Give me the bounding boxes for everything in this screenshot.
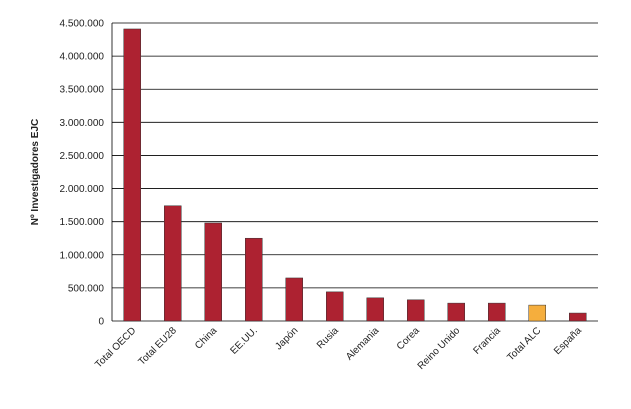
bar (285, 277, 303, 322)
x-tick-label: China (193, 325, 220, 352)
y-tick-label: 3.500.000 (60, 85, 105, 96)
y-tick-label: 0 (98, 317, 104, 328)
bar (164, 205, 182, 322)
y-axis-label: Nº Investigadores EJC (30, 119, 41, 225)
y-tick-label: 1.000.000 (60, 250, 105, 261)
x-tick-label: Total OECD (93, 325, 138, 370)
x-tick-label: Total EU28 (137, 325, 180, 368)
y-tick-label: 2.000.000 (60, 184, 105, 195)
bar (204, 222, 222, 322)
x-tick-label: Alemania (344, 325, 382, 363)
x-tick-label: Rusia (315, 325, 341, 351)
x-tick-label: Corea (395, 325, 422, 352)
bar (488, 302, 506, 322)
x-tick-label: Francia (472, 325, 504, 357)
x-tick-label: Reino Unido (416, 325, 463, 372)
x-tick-label: Total ALC (505, 325, 543, 363)
y-tick-label: 1.500.000 (60, 217, 105, 228)
bar (447, 302, 465, 322)
y-tick-label: 3.000.000 (60, 118, 105, 129)
x-tick-label: EE.UU. (229, 325, 260, 356)
bar (326, 291, 344, 322)
x-tick-label: Japón (273, 325, 300, 352)
y-tick-label: 4.500.000 (60, 19, 105, 30)
bar (569, 312, 587, 322)
bar (366, 297, 384, 322)
bar (528, 304, 546, 322)
y-tick-label: 4.000.000 (60, 52, 105, 63)
bar (245, 237, 263, 322)
y-tick-label: 2.500.000 (60, 151, 105, 162)
bar (123, 28, 141, 322)
bar (407, 299, 425, 322)
y-tick-label: 500.000 (68, 283, 105, 294)
x-tick-label: España (552, 325, 584, 357)
